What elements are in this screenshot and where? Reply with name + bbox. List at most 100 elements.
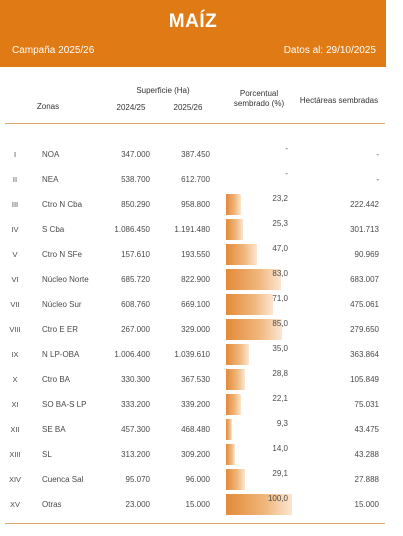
area-2024-25: 1.086.450	[114, 225, 150, 234]
zone-number: VII	[10, 300, 20, 309]
hectares-sown: 105.849	[350, 375, 379, 384]
zone-number: I	[13, 150, 17, 159]
area-2024-25: 95.070	[125, 475, 150, 484]
percent-bar	[226, 369, 245, 390]
hectareas-header: Hectáreas sembradas	[299, 96, 379, 105]
hectares-sown: 15.000	[354, 500, 379, 509]
percent-bar	[226, 269, 281, 290]
percent-bar	[226, 344, 250, 365]
percent-bar	[226, 294, 273, 315]
table-row: XIV Cuenca Sal 95.070 96.000 29,1 27.888	[0, 467, 386, 492]
area-2024-25: 333.200	[121, 400, 150, 409]
percent-bar	[226, 244, 258, 265]
hectares-sown: 279.650	[350, 325, 379, 334]
area-2024-25: 608.760	[121, 300, 150, 309]
zone-number: III	[11, 200, 19, 209]
percent-sown: -	[285, 169, 288, 178]
zone-name: Núcleo Sur	[42, 300, 82, 309]
page-title: MAÍZ	[168, 11, 218, 32]
area-2025-26: 15.000	[185, 500, 210, 509]
zone-name: S Cba	[42, 225, 65, 234]
zone-name: Núcleo Norte	[42, 275, 89, 284]
percent-sown: 23,2	[272, 194, 288, 203]
zone-number: IV	[11, 225, 19, 234]
hectares-sown: -	[376, 150, 379, 159]
table-row: VI Núcleo Norte 685.720 822.900 83,0 683.007	[0, 267, 386, 292]
zone-number: VIII	[9, 325, 21, 334]
hectares-sown: 75.031	[354, 400, 379, 409]
area-2024-25: 23.000	[125, 500, 150, 509]
percent-sown: 85,0	[272, 319, 288, 328]
percent-bar	[226, 419, 233, 440]
hectares-sown: 475.061	[350, 300, 379, 309]
area-2024-25: 685.720	[121, 275, 150, 284]
zone-name: N LP-OBA	[42, 350, 80, 359]
area-2025-26: 1.191.480	[174, 225, 210, 234]
percent-sown: 14,0	[272, 444, 288, 453]
area-2025-26: 367.530	[181, 375, 210, 384]
zone-name: Cuenca Sal	[42, 475, 84, 484]
area-2024-25: 330.300	[121, 375, 150, 384]
hectares-sown: 301.713	[350, 225, 379, 234]
percent-sown: 100,0	[267, 494, 288, 503]
hectares-sown: 222.442	[350, 200, 379, 209]
zone-number: XIII	[9, 450, 21, 459]
zone-name: SE BA	[42, 425, 66, 434]
area-2025-26: 1.039.610	[174, 350, 210, 359]
zone-name: SL	[42, 450, 52, 459]
title-banner: MAÍZ Campaña 2025/26 Datos al: 29/10/202…	[0, 0, 386, 67]
zone-name: NOA	[42, 150, 60, 159]
campaign-label: Campaña 2025/26	[12, 45, 95, 56]
table-row: XV Otras 23.000 15.000 100,0 15.000	[0, 492, 386, 517]
percent-bar	[226, 469, 246, 490]
porcentual-header-line2: sembrado (%)	[233, 99, 285, 108]
table-row: V Ctro N SFe 157.610 193.550 47,0 90.969	[0, 242, 386, 267]
percent-sown: 25,3	[272, 219, 288, 228]
area-2025-26: 387.450	[181, 150, 210, 159]
percent-sown: 9,3	[276, 419, 288, 428]
table-row: XII SE BA 457.300 468.480 9,3 43.475	[0, 417, 386, 442]
percent-bar	[226, 219, 243, 240]
area-2025-26: 612.700	[181, 175, 210, 184]
table-row: III Ctro N Cba 850.290 958.800 23,2 222.442	[0, 192, 386, 217]
area-2025-26: 958.800	[181, 200, 210, 209]
table-row: II NEA 538.700 612.700 - -	[0, 167, 386, 192]
area-2025-26: 822.900	[181, 275, 210, 284]
year-a-header: 2024/25	[116, 103, 146, 112]
percent-sown: 29,1	[272, 469, 288, 478]
hectares-sown: 43.288	[354, 450, 379, 459]
zone-number: XI	[11, 400, 19, 409]
area-2025-26: 329.000	[181, 325, 210, 334]
percent-sown: 35,0	[272, 344, 288, 353]
percent-sown: 28,8	[272, 369, 288, 378]
zone-number: XII	[10, 425, 20, 434]
superficie-header: Superficie (Ha)	[136, 86, 190, 95]
zone-number: IX	[11, 350, 19, 359]
zone-number: II	[12, 175, 18, 184]
area-2025-26: 468.480	[181, 425, 210, 434]
zone-name: Ctro N SFe	[42, 250, 83, 259]
table-row: I NOA 347.000 387.450 - -	[0, 142, 386, 167]
hectares-sown: -	[376, 175, 379, 184]
table-row: IX N LP-OBA 1.006.400 1.039.610 35,0 363.864	[0, 342, 386, 367]
percent-sown: 47,0	[272, 244, 288, 253]
zone-number: X	[12, 375, 18, 384]
area-2024-25: 347.000	[121, 150, 150, 159]
area-2024-25: 538.700	[121, 175, 150, 184]
percent-bar	[226, 319, 283, 340]
zone-number: V	[12, 250, 18, 259]
table-row: IV S Cba 1.086.450 1.191.480 25,3 301.713	[0, 217, 386, 242]
percent-sown: 83,0	[272, 269, 288, 278]
zone-name: Otras	[42, 500, 62, 509]
table-row: VII Núcleo Sur 608.760 669.100 71,0 475.061	[0, 292, 386, 317]
percent-bar	[226, 394, 241, 415]
table-row: VIII Ctro E ER 267.000 329.000 85,0 279.650	[0, 317, 386, 342]
hectares-sown: 363.864	[350, 350, 379, 359]
bottom-divider	[5, 523, 385, 524]
hectares-sown: 43.475	[354, 425, 379, 434]
percent-sown: 71,0	[272, 294, 288, 303]
area-2025-26: 309.200	[181, 450, 210, 459]
zone-number: VI	[11, 275, 19, 284]
hectares-sown: 683.007	[350, 275, 379, 284]
zone-name: Ctro E ER	[42, 325, 79, 334]
